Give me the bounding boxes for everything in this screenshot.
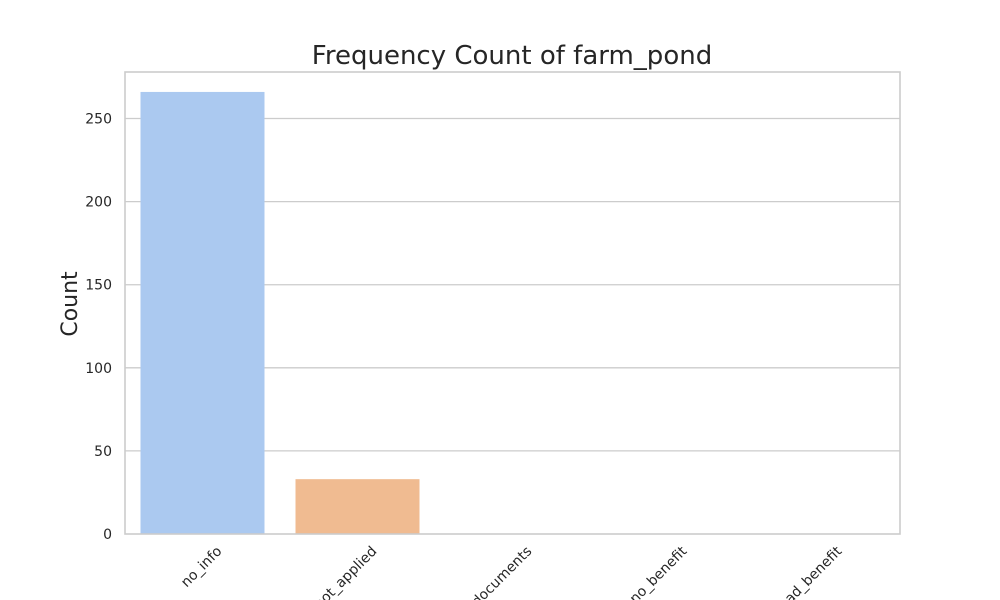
x-tick-label: not_applied <box>311 544 380 600</box>
bars <box>140 91 420 534</box>
x-axis-ticks: no_info not_applied no_documents no_benefit… <box>178 543 846 600</box>
y-tick-label: 100 <box>85 361 112 377</box>
plot-frame <box>124 71 901 535</box>
bar-not-applied <box>295 479 420 534</box>
x-tick-label: had_benefit <box>776 543 846 600</box>
y-tick-label: 250 <box>85 112 112 128</box>
chart-title: Frequency Count of farm_pond <box>312 41 712 71</box>
bar-no-info <box>140 91 265 534</box>
y-axis-ticks: 0 50 100 150 200 250 <box>85 112 112 543</box>
x-tick-label: no_documents <box>452 544 536 600</box>
x-tick-label: no_benefit <box>627 543 691 600</box>
y-tick-label: 0 <box>103 527 112 543</box>
y-tick-label: 200 <box>85 195 112 211</box>
y-tick-label: 150 <box>85 278 112 294</box>
y-axis-label: Count <box>58 271 83 337</box>
x-tick-label: no_info <box>178 544 225 591</box>
y-tick-label: 50 <box>94 444 112 460</box>
